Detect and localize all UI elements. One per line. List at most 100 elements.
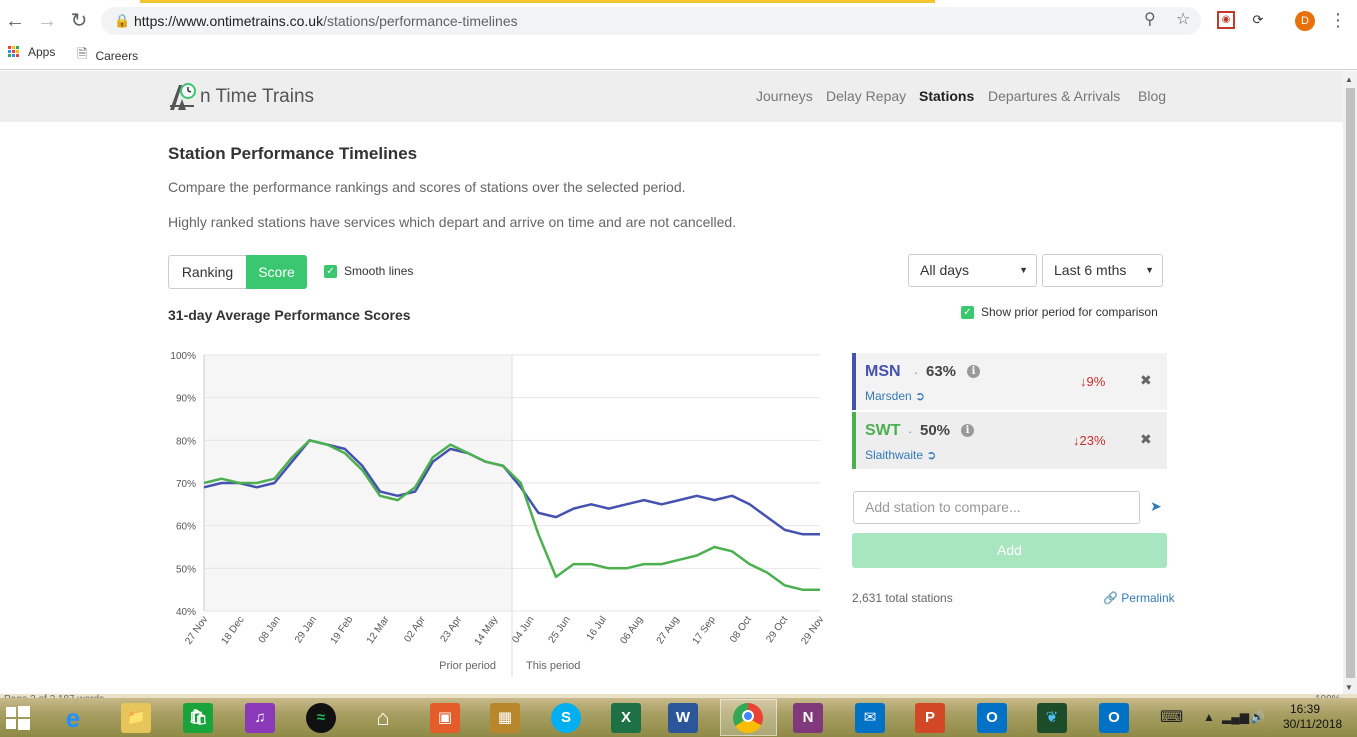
add-station-button[interactable]: Add [852, 533, 1167, 568]
checkmark-icon: ✓ [324, 264, 337, 278]
score-toggle-button[interactable]: Score [246, 255, 307, 289]
caret-down-icon: ▼ [1145, 265, 1154, 275]
signal-icon[interactable]: ▂▄▆ [1222, 710, 1249, 724]
days-select-value: All days [920, 262, 970, 278]
bookmark-apps-label: Apps [28, 45, 56, 59]
x-tick-label: 23 Apr [439, 614, 465, 645]
circle-arrow-icon: ➲ [915, 389, 926, 403]
nav-journeys[interactable]: Journeys [756, 88, 813, 104]
address-bar[interactable]: 🔒 https://www.ontimetrains.co.uk/station… [101, 7, 1201, 35]
nav-blog[interactable]: Blog [1138, 88, 1167, 104]
chrome-icon[interactable] [733, 703, 763, 733]
ranking-toggle-button[interactable]: Ranking [168, 255, 247, 289]
nav-stations[interactable]: Stations [919, 88, 975, 104]
score-change: ↓23% [1073, 433, 1106, 448]
x-tick-label: 16 Jul [585, 614, 609, 642]
powerpoint-icon[interactable]: P [915, 703, 945, 733]
bookmark-careers[interactable]: 🗎 Careers [77, 45, 138, 67]
excel-icon[interactable]: X [611, 703, 641, 733]
apps-grid-icon [8, 46, 20, 58]
word-icon[interactable]: W [668, 703, 698, 733]
media-icon[interactable]: ♫ [245, 703, 275, 733]
logo-clock-icon [170, 83, 196, 110]
extension-shield-icon[interactable]: ◉ [1217, 11, 1235, 29]
back-icon[interactable]: ← [5, 10, 25, 32]
volume-icon[interactable]: 🔊 [1250, 710, 1265, 724]
prior-period-label: Prior period [439, 660, 496, 672]
smooth-lines-checkbox[interactable]: ✓ Smooth lines [324, 264, 413, 278]
butterfly-app-icon[interactable]: ❦ [1037, 703, 1067, 733]
info-icon[interactable]: i [961, 424, 974, 437]
separator-dot: · [908, 424, 913, 439]
station-name-link[interactable]: Marsden ➲ [865, 389, 926, 403]
location-arrow-icon[interactable]: ➤ [1150, 498, 1162, 514]
days-select[interactable]: All days ▼ [908, 254, 1037, 287]
scroll-up-icon[interactable]: ▲ [1345, 75, 1353, 84]
x-tick-label: 18 Dec [220, 614, 247, 646]
bookmark-careers-label: Careers [95, 49, 139, 63]
station-card-swt: SWT · 50% i Slaithwaite ➲ ↓23% ✖ [852, 412, 1167, 469]
caret-down-icon: ▼ [1019, 265, 1028, 275]
zoom-search-icon[interactable]: ⚲ [1144, 11, 1156, 28]
page-description-2: Highly ranked stations have services whi… [168, 214, 737, 230]
nav-delay-repay[interactable]: Delay Repay [826, 88, 907, 104]
permalink-link[interactable]: 🔗 Permalink [1103, 591, 1175, 605]
bookmark-star-icon[interactable]: ☆ [1176, 11, 1191, 28]
photos-icon[interactable]: ▣ [430, 703, 460, 733]
store-icon[interactable]: 🛍 [183, 703, 213, 733]
x-tick-label: 06 Aug [618, 614, 645, 646]
internet-explorer-icon[interactable]: e [65, 703, 81, 733]
station-name-link[interactable]: Slaithwaite ➲ [865, 448, 937, 462]
outlook-error-icon[interactable]: O [1099, 703, 1129, 733]
mail-icon[interactable]: ✉ [855, 703, 885, 733]
extension-arrows-icon[interactable]: ⟳ [1252, 12, 1264, 27]
system-clock[interactable]: 16:39 30/11/2018 [1283, 702, 1342, 732]
x-tick-label: 17 Sep [691, 614, 718, 647]
nav-departures-arrivals[interactable]: Departures & Arrivals [988, 88, 1121, 104]
browser-toolbar: ← → ↻ 🔒 https://www.ontimetrains.co.uk/s… [0, 0, 1357, 70]
home-icon[interactable]: ⌂ [376, 705, 390, 730]
tray-arrow-icon[interactable]: ▲ [1203, 710, 1215, 724]
windows-start-icon[interactable] [6, 706, 30, 730]
remove-station-icon[interactable]: ✖ [1140, 431, 1152, 447]
chart-title: 31-day Average Performance Scores [168, 307, 411, 323]
remove-station-icon[interactable]: ✖ [1140, 372, 1152, 388]
show-prior-checkbox[interactable]: ✓ Show prior period for comparison [961, 305, 1158, 319]
bookmark-apps[interactable]: Apps [8, 45, 55, 59]
total-stations: 2,631 total stations [852, 591, 953, 605]
add-station-input[interactable]: Add station to compare... [853, 491, 1140, 524]
link-icon: 🔗 [1103, 591, 1118, 605]
onenote-icon[interactable]: N [793, 703, 823, 733]
period-select-value: Last 6 mths [1054, 262, 1127, 278]
page-title: Station Performance Timelines [168, 144, 418, 163]
scroll-down-icon[interactable]: ▼ [1345, 683, 1353, 692]
show-prior-label: Show prior period for comparison [981, 305, 1158, 319]
spotify-icon[interactable]: ≈ [306, 703, 336, 733]
x-tick-label: 29 Nov [799, 614, 826, 646]
file-explorer-icon[interactable]: 📁 [121, 703, 151, 733]
url-text: https://www.ontimetrains.co.uk/stations/… [134, 13, 518, 29]
reload-icon[interactable]: ↻ [70, 10, 88, 32]
series-line-swt[interactable] [203, 439, 820, 591]
logo-text: n Time Trains [200, 86, 315, 107]
score-change: ↓9% [1080, 374, 1106, 389]
x-tick-label: 27 Nov [183, 614, 210, 646]
skype-icon[interactable]: S [551, 703, 581, 733]
station-code: SWT [865, 422, 901, 439]
outlook-icon[interactable]: O [977, 703, 1007, 733]
period-select[interactable]: Last 6 mths ▼ [1042, 254, 1163, 287]
scrollbar-thumb[interactable] [1346, 88, 1355, 678]
x-tick-label: 25 Jun [547, 614, 573, 645]
forward-icon[interactable]: → [37, 10, 57, 32]
info-icon[interactable]: i [967, 365, 980, 378]
site-logo[interactable]: n Time Trains [168, 83, 314, 111]
station-code: MSN [865, 363, 901, 380]
x-tick-label: 12 Mar [365, 614, 392, 646]
profile-avatar[interactable]: D [1295, 11, 1315, 31]
clock-time: 16:39 [1289, 702, 1321, 716]
performance-chart[interactable]: 100% 90% 80% 70% 60% 50% 40% 27 Nov 18 Dec 08 Ja… [160, 340, 840, 685]
browser-menu-icon[interactable]: ⋮ [1329, 10, 1347, 30]
x-tick-label: 02 Apr [402, 614, 428, 645]
archive-icon[interactable]: ▦ [490, 703, 520, 733]
keyboard-icon[interactable]: ⌨ [1160, 709, 1184, 726]
